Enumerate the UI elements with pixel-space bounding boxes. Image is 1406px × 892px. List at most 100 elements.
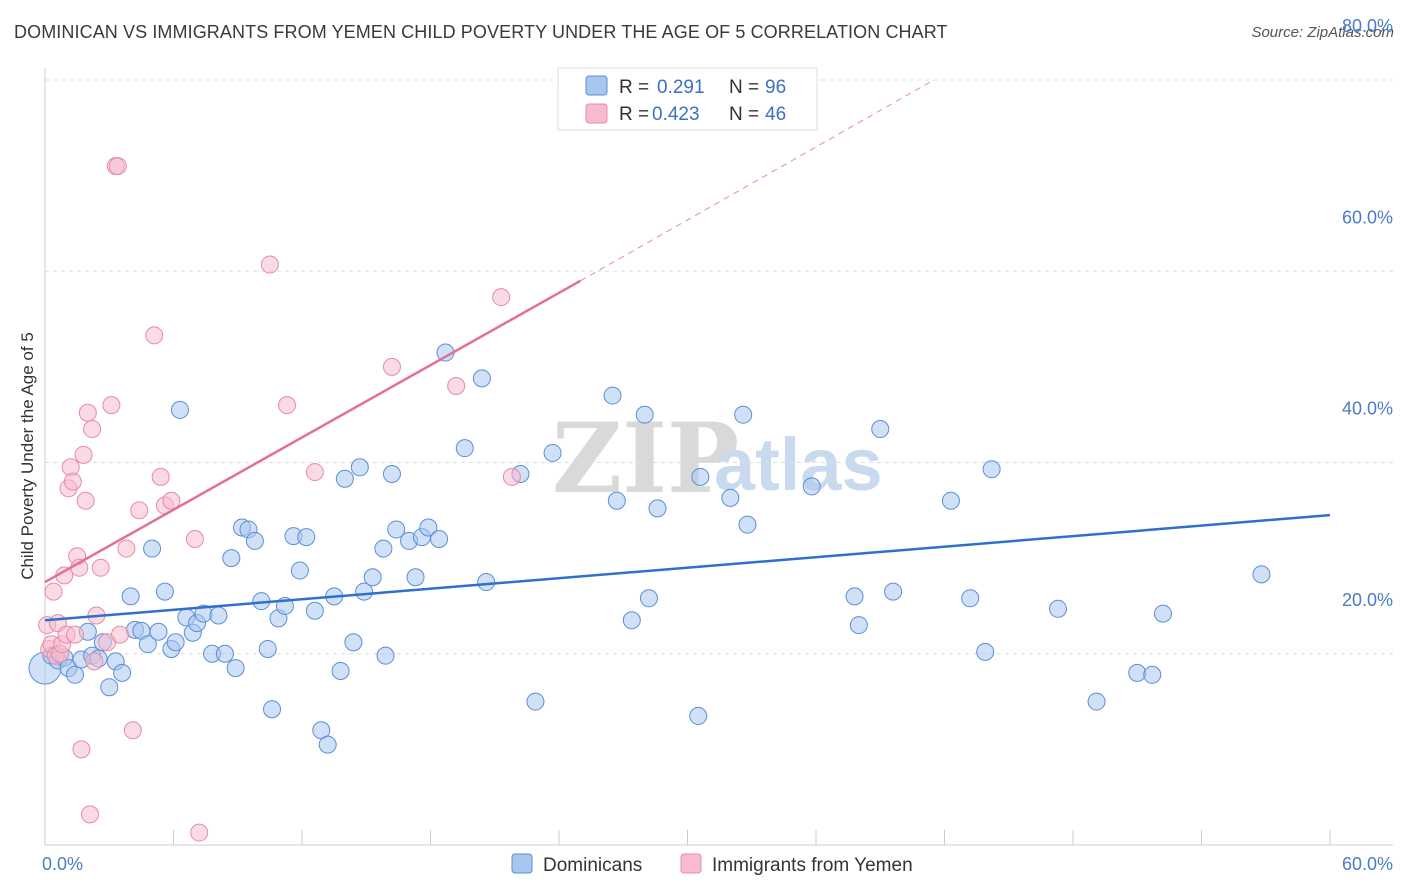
dominicans-point	[884, 582, 903, 601]
dominicans-point	[350, 458, 369, 477]
dominicans-point	[622, 611, 641, 630]
legend-box: R = 0.291 N = 96 R = 0.423 N = 46	[557, 67, 818, 131]
watermark-atlas: atlas	[714, 423, 883, 506]
dominicans-point	[155, 582, 174, 601]
yemen-point	[65, 625, 84, 644]
yemen-trend-extension	[580, 79, 935, 282]
yemen-point	[63, 472, 82, 491]
dominicans-point	[245, 531, 264, 550]
dominicans-point	[166, 633, 185, 652]
chart-title: DOMINICAN VS IMMIGRANTS FROM YEMEN CHILD…	[14, 22, 948, 42]
dominicans-point	[363, 568, 382, 587]
yemen-point	[110, 625, 129, 644]
yemen-point	[130, 501, 149, 520]
bottom-legend-yemen: Immigrants from Yemen	[712, 855, 913, 876]
yemen-point	[145, 326, 164, 345]
yemen-point	[382, 357, 401, 376]
dominicans-point	[849, 616, 868, 635]
bottom-legend-swatch-dominicans	[511, 853, 533, 874]
dominicans-trend-line	[44, 513, 1331, 622]
yemen-point	[76, 491, 95, 510]
dominicans-point	[871, 420, 890, 439]
dominicans-point	[1049, 599, 1068, 618]
dominicans-point	[215, 644, 234, 663]
y-tick-label-40: 40.0%	[1342, 399, 1393, 419]
dominicans-point	[941, 491, 960, 510]
dominicans-point	[1087, 692, 1106, 711]
dominicans-point	[263, 700, 282, 719]
dominicans-point	[845, 587, 864, 606]
dominicans-point	[802, 477, 821, 496]
yemen-point	[108, 157, 127, 176]
x-tick-label-min: 0.0%	[42, 854, 83, 874]
dominicans-point	[472, 369, 491, 388]
yemen-point	[117, 539, 136, 558]
legend-n-label-2: N =	[729, 104, 759, 125]
y-tick-label-60: 60.0%	[1342, 207, 1393, 227]
yemen-points	[38, 157, 521, 842]
dominicans-point	[982, 460, 1001, 479]
legend-swatch-yemen	[585, 103, 608, 124]
dominicans-point	[639, 589, 658, 608]
legend-n-label-1: N =	[729, 77, 759, 98]
dominicans-point	[374, 539, 393, 558]
yemen-point	[44, 582, 63, 601]
dominicans-point	[734, 405, 753, 424]
yemen-point	[492, 288, 511, 307]
dominicans-point	[430, 530, 449, 548]
yemen-point	[123, 721, 142, 740]
dominicans-point	[149, 622, 168, 641]
dominicans-point	[258, 639, 277, 658]
dominicans-point	[406, 568, 425, 587]
legend-n-value-2: 46	[765, 104, 786, 125]
dominicans-point	[738, 515, 757, 534]
legend-r-value-2: 0.423	[652, 104, 700, 125]
x-tick-marks	[173, 830, 1331, 845]
dominicans-point	[113, 663, 132, 682]
dominicans-point	[65, 665, 84, 684]
dominicans-point	[526, 692, 545, 711]
yemen-point	[185, 530, 204, 548]
dominicans-point	[721, 488, 740, 507]
y-tick-label-20: 20.0%	[1342, 590, 1393, 610]
y-tick-labels: 20.0% 40.0% 60.0% 80.0%	[1342, 16, 1393, 610]
dominicans-point	[635, 405, 654, 424]
dominicans-point	[297, 528, 316, 547]
yemen-point	[91, 558, 110, 577]
dominicans-point	[1143, 665, 1162, 684]
y-axis-label: Child Poverty Under the Age of 5	[18, 332, 37, 580]
dominicans-point	[477, 573, 496, 592]
dominicans-point	[170, 400, 189, 419]
yemen-point	[72, 740, 91, 759]
dominicans-point	[143, 539, 162, 558]
dominicans-point	[318, 735, 337, 754]
yemen-point	[78, 403, 97, 422]
yemen-point	[151, 467, 170, 486]
dominicans-point	[455, 439, 474, 458]
yemen-point	[74, 445, 93, 464]
axes	[44, 68, 1393, 846]
dominicans-point	[344, 633, 363, 652]
yemen-point	[278, 396, 297, 415]
dominicans-point	[138, 635, 157, 654]
trend-lines	[44, 79, 1331, 622]
yemen-point	[260, 255, 279, 274]
grid-lines	[45, 79, 1393, 655]
source-label: Source: ZipAtlas.com	[1251, 24, 1394, 41]
yemen-point	[83, 420, 102, 439]
dominicans-point	[290, 561, 309, 580]
dominicans-point	[961, 589, 980, 608]
yemen-point	[502, 467, 521, 486]
dominicans-point	[419, 518, 438, 537]
dominicans-point	[1153, 604, 1172, 623]
dominicans-point	[689, 706, 708, 725]
dominicans-point	[543, 443, 562, 462]
dominicans-point	[387, 520, 406, 539]
dominicans-point	[335, 469, 354, 488]
yemen-trend-line	[44, 279, 582, 584]
dominicans-point	[607, 491, 626, 510]
dominicans-point	[305, 601, 324, 620]
dominicans-point	[691, 467, 710, 486]
dominicans-point	[100, 678, 119, 697]
